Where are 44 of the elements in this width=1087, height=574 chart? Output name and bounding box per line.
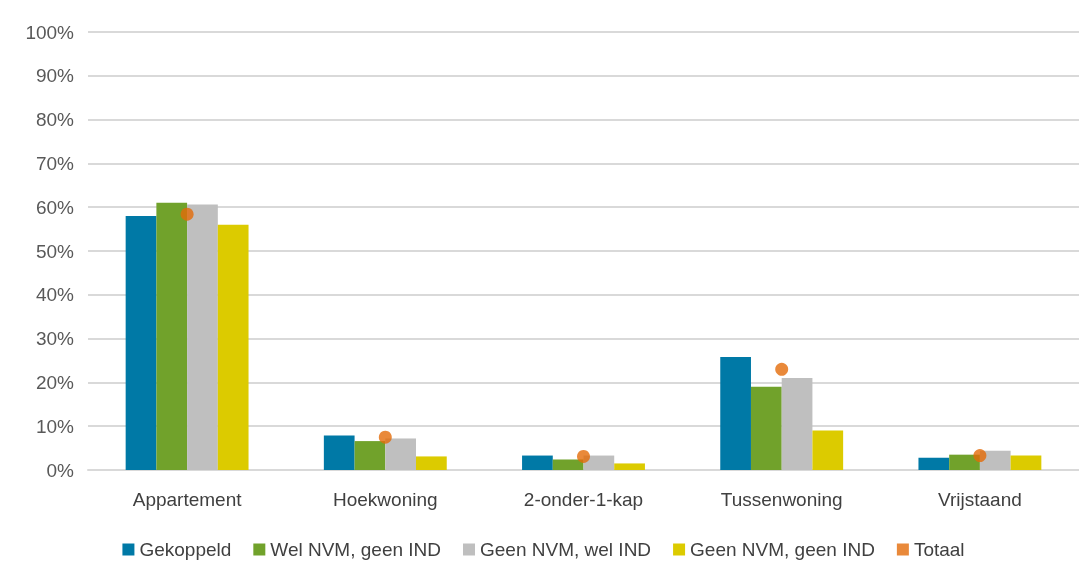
x-tick-label: Tussenwoning xyxy=(720,489,843,510)
bar xyxy=(552,459,584,470)
bar xyxy=(125,215,157,470)
point xyxy=(973,449,987,463)
point xyxy=(180,207,194,221)
bar xyxy=(614,463,645,470)
legend-label: Totaal xyxy=(913,539,965,560)
bar xyxy=(187,204,218,470)
y-tick-label: 30% xyxy=(35,328,75,350)
bar xyxy=(522,455,553,470)
point xyxy=(378,430,392,444)
bar xyxy=(156,202,188,470)
point xyxy=(775,362,789,376)
bar xyxy=(323,435,355,470)
legend-label: Gekoppeld xyxy=(139,539,232,560)
y-tick-label: 90% xyxy=(35,65,75,87)
x-tick-label: Vrijstaand xyxy=(938,489,1022,510)
legend-label: Geen NVM, wel IND xyxy=(480,539,652,560)
y-tick-label: 60% xyxy=(35,196,75,218)
point xyxy=(577,449,590,463)
y-tick-label: 80% xyxy=(35,109,75,131)
legend-label: Geen NVM, geen IND xyxy=(690,539,875,560)
bar xyxy=(949,454,980,470)
bar xyxy=(750,386,782,470)
legend-label: Wel NVM, geen IND xyxy=(270,539,442,560)
x-tick-label: Hoekwoning xyxy=(333,489,438,510)
bar xyxy=(416,456,447,470)
bar xyxy=(217,224,249,470)
y-tick-label: 40% xyxy=(35,284,75,306)
bar xyxy=(918,457,950,470)
bar xyxy=(385,438,417,470)
x-tick-label: 2-onder-1-kap xyxy=(523,489,644,510)
bar xyxy=(812,430,844,470)
x-tick-label: Appartement xyxy=(132,489,243,510)
y-tick-label: 20% xyxy=(35,371,75,393)
bar xyxy=(720,357,751,470)
y-tick-label: 0% xyxy=(46,459,75,481)
y-tick-label: 10% xyxy=(35,415,75,437)
bar xyxy=(354,441,386,470)
y-tick-label: 70% xyxy=(35,152,75,174)
y-tick-label: 100% xyxy=(25,21,75,43)
bar xyxy=(781,378,813,470)
bar xyxy=(1010,455,1042,470)
y-tick-label: 50% xyxy=(35,240,75,262)
